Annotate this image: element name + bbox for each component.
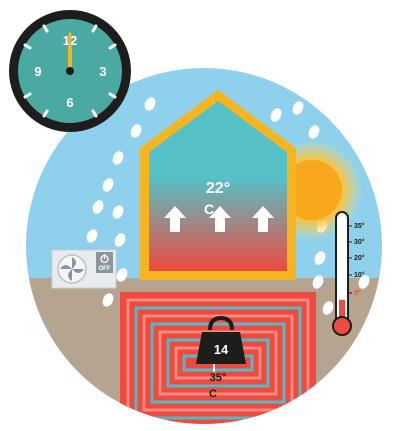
house: 22° C [140, 90, 296, 280]
scale-label: 10° [354, 271, 365, 279]
heat-up-arrows [164, 206, 274, 232]
clock-number-3: 3 [99, 64, 106, 79]
clock-icon: 12 3 6 9 [9, 10, 131, 132]
scale-label: 35° [354, 222, 365, 230]
clock-number-6: 6 [66, 95, 73, 110]
heat-pump-unit: OFF [51, 249, 117, 289]
water-temp-unit: C [209, 388, 217, 400]
water-temp: 35° [210, 372, 227, 384]
scale-label: 20° [354, 254, 365, 262]
up-arrow-icon [164, 206, 186, 232]
thermometer-level [339, 299, 345, 324]
scale-label: 0° [354, 289, 361, 297]
weight-icon: 14 [196, 315, 246, 364]
fan-icon [57, 254, 87, 284]
thermometer: 35° 30° 20° 10° 0° [332, 211, 365, 336]
indoor-temp: 22° [206, 180, 230, 197]
indoor-temp-unit: C [204, 201, 214, 217]
up-arrow-icon [209, 206, 231, 232]
clock-center [66, 67, 74, 75]
up-arrow-icon [252, 206, 274, 232]
power-off-label: OFF [99, 266, 111, 272]
clock-number-9: 9 [34, 64, 41, 79]
weight-value: 14 [214, 342, 229, 357]
thermometer-bulb [332, 316, 352, 336]
clock-ticks [23, 24, 117, 118]
rain-drops [86, 97, 376, 335]
scale-label: 30° [354, 238, 365, 246]
